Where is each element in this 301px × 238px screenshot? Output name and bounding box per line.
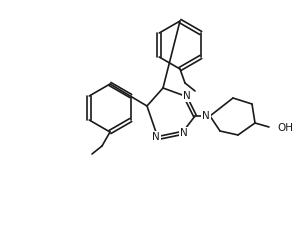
Text: OH: OH — [277, 123, 293, 133]
Text: N: N — [180, 128, 188, 138]
Text: N: N — [152, 132, 160, 142]
Text: N: N — [202, 111, 210, 121]
Text: N: N — [183, 91, 191, 101]
